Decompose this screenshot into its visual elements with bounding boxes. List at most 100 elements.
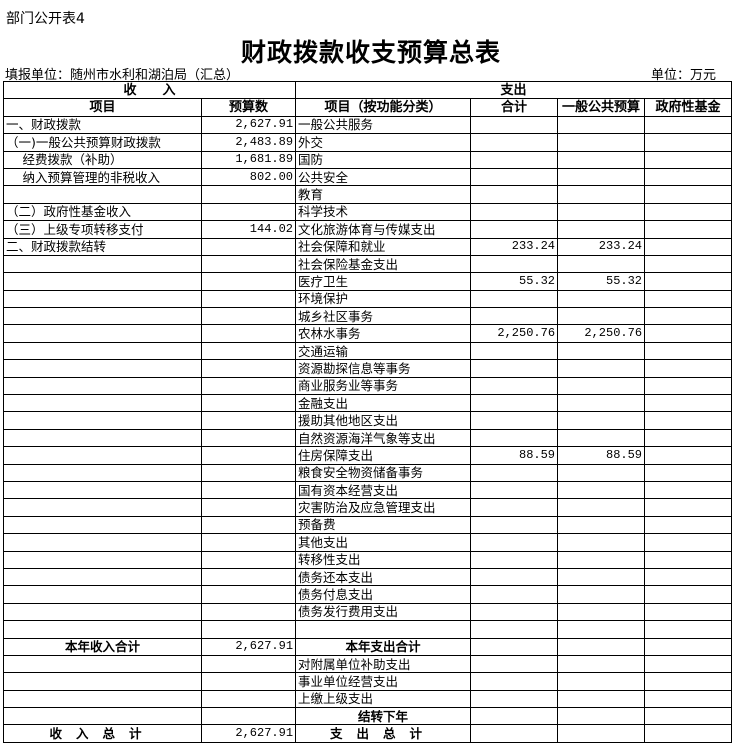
expense-group-header: 支出 bbox=[295, 80, 733, 100]
total-cell bbox=[470, 133, 559, 152]
total-cell bbox=[470, 724, 559, 743]
table-row: 医疗卫生 55.32 55.32 bbox=[3, 272, 733, 291]
budget-cell bbox=[200, 254, 297, 274]
gov-fund-cell bbox=[644, 689, 733, 709]
general-budget-cell bbox=[557, 185, 646, 204]
expense-item-cell: 援助其他地区支出 bbox=[295, 411, 472, 430]
budget-cell: 802.00 bbox=[200, 167, 297, 187]
income-item-cell bbox=[3, 289, 202, 309]
income-item-cell bbox=[3, 446, 202, 465]
general-budget-cell bbox=[557, 133, 646, 152]
budget-cell bbox=[200, 602, 297, 622]
budget-cell bbox=[200, 324, 297, 343]
income-item-cell bbox=[3, 359, 202, 378]
budget-cell bbox=[200, 341, 297, 361]
expense-item-cell: 社会保障和就业 bbox=[295, 237, 472, 256]
reporting-unit: 填报单位：随州市水利和湖泊局（汇总） bbox=[5, 68, 240, 83]
total-cell bbox=[470, 167, 559, 187]
income-item-cell bbox=[3, 707, 202, 726]
gov-fund-cell bbox=[644, 463, 733, 482]
total-cell: 233.24 bbox=[470, 237, 559, 256]
general-budget-cell bbox=[557, 480, 646, 500]
expense-item-cell: 商业服务业等事务 bbox=[295, 376, 472, 396]
table-row: （二）政府性基金收入 科学技术 bbox=[3, 202, 733, 222]
table-number-label: 部门公开表4 bbox=[6, 11, 85, 27]
total-cell bbox=[470, 654, 559, 674]
income-item-cell bbox=[3, 324, 202, 343]
col-header-gov-fund: 政府性基金 bbox=[644, 98, 733, 117]
income-item-cell: 二、财政拨款结转 bbox=[3, 237, 202, 256]
expense-item-cell: 环境保护 bbox=[295, 289, 472, 309]
total-cell bbox=[470, 394, 559, 413]
income-item-cell bbox=[3, 672, 202, 691]
general-budget-cell bbox=[557, 637, 646, 656]
table-row: 其他支出 bbox=[3, 533, 733, 552]
income-item-cell: 一、财政拨款 bbox=[3, 115, 202, 135]
table-row: 一、财政拨款 2,627.91 一般公共服务 bbox=[3, 115, 733, 135]
income-item-cell bbox=[3, 689, 202, 709]
table-row: 援助其他地区支出 bbox=[3, 411, 733, 430]
total-cell bbox=[470, 428, 559, 448]
income-item-cell bbox=[3, 585, 202, 604]
gov-fund-cell bbox=[644, 446, 733, 465]
expense-item-cell: 交通运输 bbox=[295, 341, 472, 361]
gov-fund-cell bbox=[644, 237, 733, 256]
income-item-cell bbox=[3, 394, 202, 413]
budget-cell bbox=[200, 446, 297, 465]
income-item-cell bbox=[3, 185, 202, 204]
gov-fund-cell bbox=[644, 498, 733, 517]
table-row: 预备费 bbox=[3, 515, 733, 535]
table-row: 农林水事务 2,250.76 2,250.76 bbox=[3, 324, 733, 343]
expense-item-cell: 结转下年 bbox=[295, 707, 472, 726]
income-item-cell bbox=[3, 307, 202, 326]
income-item-cell bbox=[3, 620, 202, 639]
col-header-total: 合计 bbox=[470, 98, 559, 117]
table-row: 灾害防治及应急管理支出 bbox=[3, 498, 733, 517]
table-row: 债务发行费用支出 bbox=[3, 602, 733, 622]
expense-item-cell: 外交 bbox=[295, 133, 472, 152]
total-cell bbox=[470, 150, 559, 169]
income-group-header: 收 入 bbox=[2, 80, 297, 100]
col-header-expense-item: 项目（按功能分类） bbox=[295, 98, 472, 117]
table-row: （三）上级专项转移支付 144.02 文化旅游体育与传媒支出 bbox=[3, 220, 733, 239]
gov-fund-cell bbox=[644, 533, 733, 552]
table-row: 事业单位经营支出 bbox=[3, 672, 733, 691]
expense-item-cell: 国防 bbox=[295, 150, 472, 169]
gov-fund-cell bbox=[644, 602, 733, 622]
expense-item-cell: 债务发行费用支出 bbox=[295, 602, 472, 622]
gov-fund-cell bbox=[644, 394, 733, 413]
expense-item-cell: 上缴上级支出 bbox=[295, 689, 472, 709]
income-item-cell bbox=[3, 602, 202, 622]
col-header-budget: 预算数 bbox=[200, 98, 297, 117]
expense-item-cell: 一般公共服务 bbox=[295, 115, 472, 135]
total-cell bbox=[470, 480, 559, 500]
gov-fund-cell bbox=[644, 411, 733, 430]
expense-item-cell: 预备费 bbox=[295, 515, 472, 535]
table-row: 转移性支出 bbox=[3, 550, 733, 569]
gov-fund-cell bbox=[644, 515, 733, 535]
table-row: 社会保险基金支出 bbox=[3, 254, 733, 274]
gov-fund-cell bbox=[644, 672, 733, 691]
budget-cell bbox=[200, 289, 297, 309]
income-item-cell: 收入总计 bbox=[3, 724, 202, 743]
gov-fund-cell bbox=[644, 376, 733, 396]
total-cell bbox=[470, 220, 559, 239]
general-budget-cell bbox=[557, 307, 646, 326]
gov-fund-cell bbox=[644, 220, 733, 239]
gov-fund-cell bbox=[644, 480, 733, 500]
expense-item-cell: 住房保障支出 bbox=[295, 446, 472, 465]
budget-cell bbox=[200, 585, 297, 604]
income-item-cell bbox=[3, 463, 202, 482]
total-cell bbox=[470, 254, 559, 274]
gov-fund-cell bbox=[644, 341, 733, 361]
total-cell bbox=[470, 602, 559, 622]
table-row: 粮食安全物资储备事务 bbox=[3, 463, 733, 482]
general-budget-cell bbox=[557, 567, 646, 587]
income-item-cell bbox=[3, 341, 202, 361]
income-item-cell: （一)一般公共预算财政拨款 bbox=[3, 133, 202, 152]
total-cell bbox=[470, 707, 559, 726]
table-row: 国有资本经营支出 bbox=[3, 480, 733, 500]
income-item-cell bbox=[3, 654, 202, 674]
table-row: 金融支出 bbox=[3, 394, 733, 413]
total-cell: 55.32 bbox=[470, 272, 559, 291]
